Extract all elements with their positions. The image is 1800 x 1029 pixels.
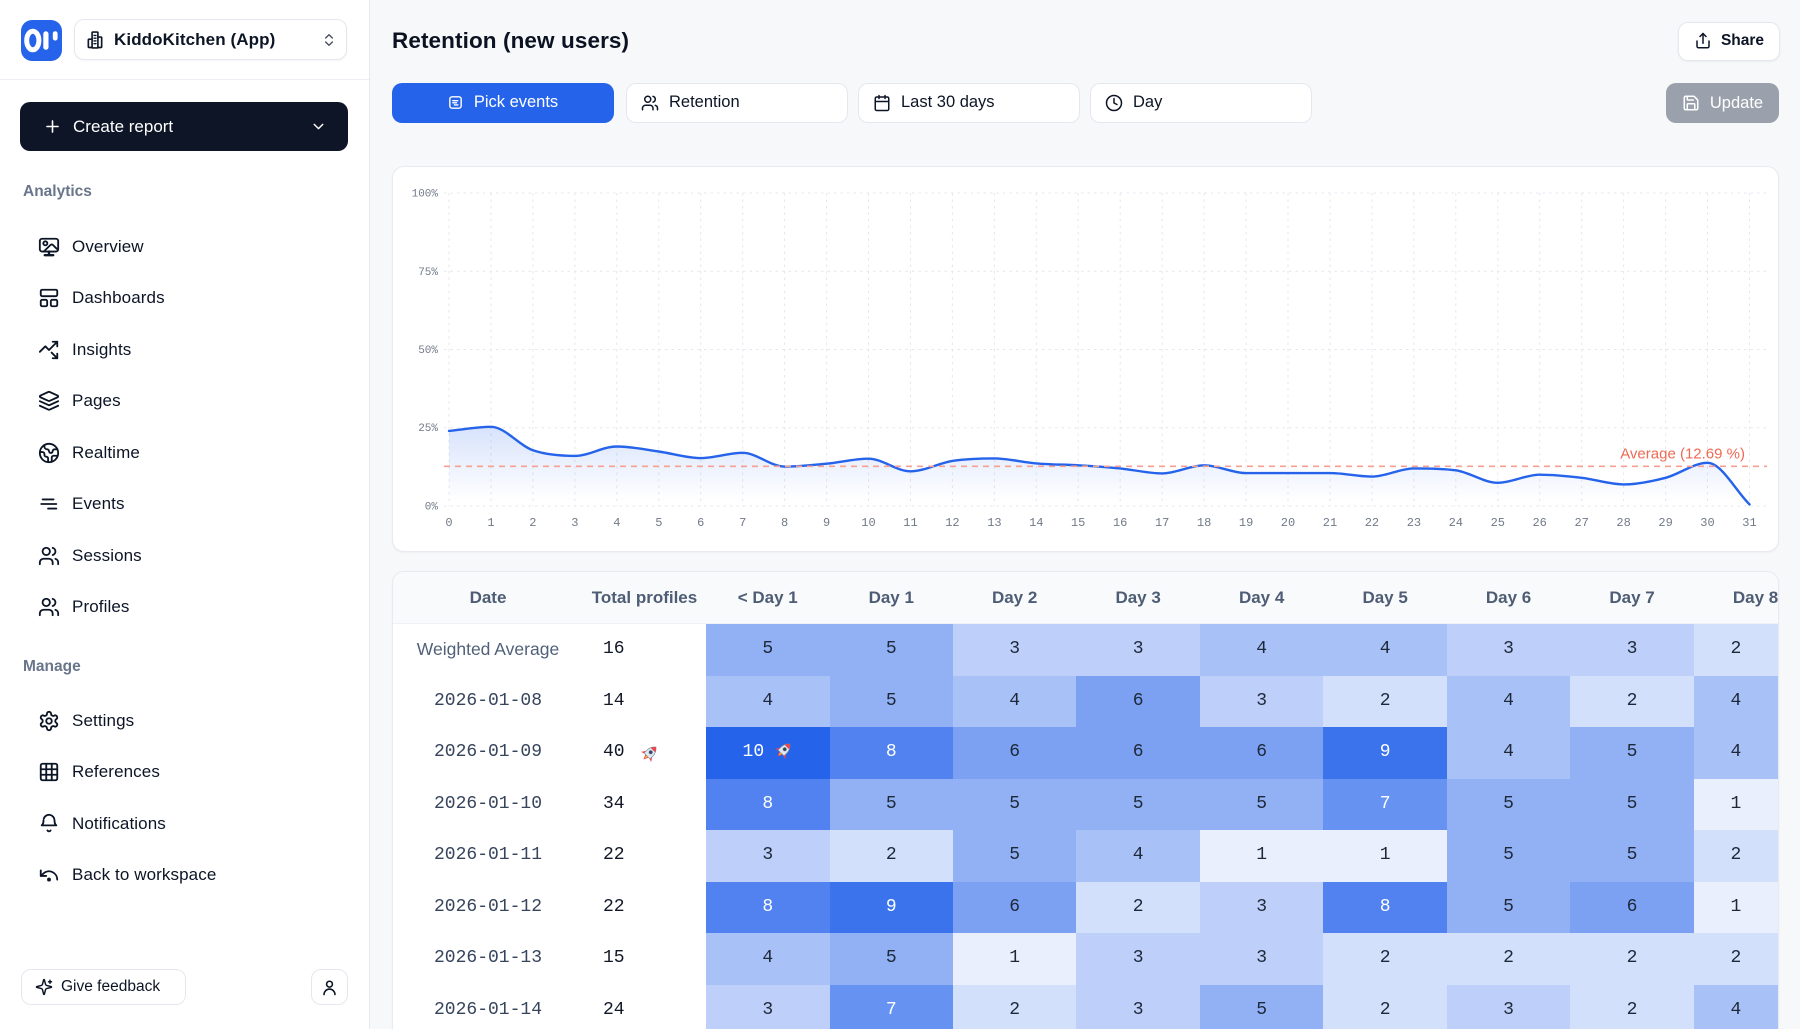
svg-text:29: 29 [1658,516,1672,530]
svg-text:100%: 100% [412,189,439,201]
svg-text:2: 2 [529,516,536,530]
svg-text:28: 28 [1616,516,1630,530]
svg-text:16: 16 [1113,516,1127,530]
svg-text:10: 10 [861,516,875,530]
svg-text:11: 11 [903,516,917,530]
svg-text:0%: 0% [425,502,439,514]
svg-text:1: 1 [487,516,494,530]
svg-text:8: 8 [781,516,788,530]
svg-text:0: 0 [445,516,452,530]
svg-text:24: 24 [1449,516,1463,530]
svg-text:Average (12.69 %): Average (12.69 %) [1620,445,1745,462]
svg-text:9: 9 [823,516,830,530]
svg-text:7: 7 [739,516,746,530]
svg-text:23: 23 [1407,516,1421,530]
svg-text:4: 4 [613,516,620,530]
svg-text:21: 21 [1323,516,1337,530]
svg-text:26: 26 [1532,516,1546,530]
svg-text:75%: 75% [418,267,438,279]
svg-text:31: 31 [1742,516,1756,530]
svg-text:18: 18 [1197,516,1211,530]
svg-text:6: 6 [697,516,704,530]
svg-text:13: 13 [987,516,1001,530]
svg-text:27: 27 [1574,516,1588,530]
svg-text:12: 12 [945,516,959,530]
svg-text:50%: 50% [418,345,438,357]
svg-text:5: 5 [655,516,662,530]
svg-text:14: 14 [1029,516,1043,530]
svg-text:17: 17 [1155,516,1169,530]
svg-text:3: 3 [571,516,578,530]
svg-text:20: 20 [1281,516,1295,530]
svg-text:19: 19 [1239,516,1253,530]
svg-text:15: 15 [1071,516,1085,530]
svg-text:30: 30 [1700,516,1714,530]
svg-text:25: 25 [1491,516,1505,530]
svg-text:22: 22 [1365,516,1379,530]
svg-text:25%: 25% [418,423,438,435]
